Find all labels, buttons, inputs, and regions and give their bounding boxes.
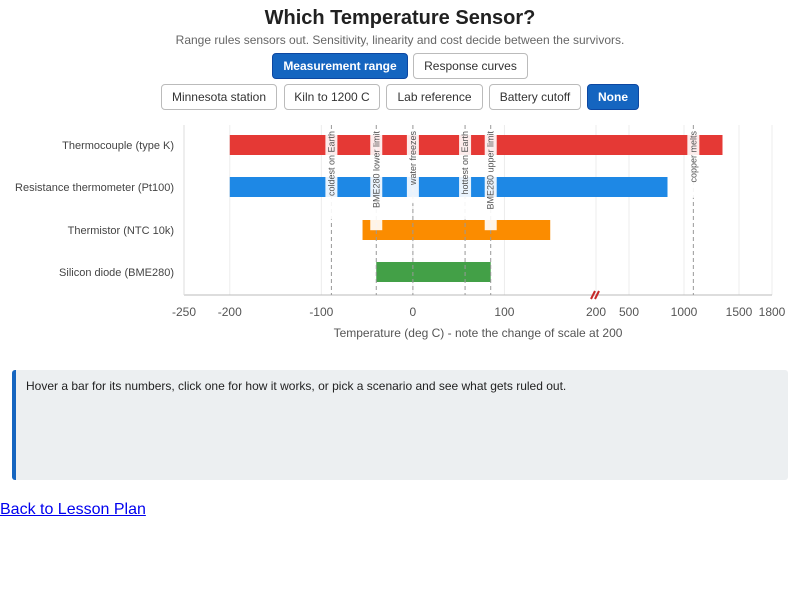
scenario-kiln-button[interactable]: Kiln to 1200 C	[284, 84, 380, 110]
x-tick-label: 1000	[671, 305, 698, 319]
reference-label: BME280 upper limit	[486, 131, 496, 210]
sensor-range-bar	[229, 177, 668, 197]
reference-label-bg	[370, 129, 383, 231]
x-tick-label: -250	[172, 305, 196, 319]
x-tick-label: 1800	[759, 305, 786, 319]
info-panel: Hover a bar for its numbers, click one f…	[12, 370, 788, 480]
x-tick-label: 200	[586, 305, 606, 319]
axis-break-mark	[590, 290, 596, 300]
reference-label: water freezes	[408, 131, 418, 187]
x-tick-label: 1500	[726, 305, 753, 319]
back-to-lesson-plan-link[interactable]: Back to Lesson Plan	[0, 501, 146, 518]
reference-label-bg	[325, 129, 338, 220]
reference-label-bg	[484, 129, 497, 231]
sensor-label: Silicon diode (BME280)	[59, 267, 174, 279]
sensor-range-bar	[376, 262, 491, 282]
sensor-range-bar	[362, 220, 551, 240]
reference-label: copper melts	[688, 131, 698, 183]
scenario-battery-cutoff-button[interactable]: Battery cutoff	[489, 84, 581, 110]
reference-label: BME280 lower limit	[371, 131, 381, 209]
sensor-label: Thermistor (NTC 10k)	[68, 225, 174, 237]
view-measurement-range-button[interactable]: Measurement range	[272, 53, 408, 79]
scenario-lab-reference-button[interactable]: Lab reference	[386, 84, 483, 110]
reference-label-bg	[459, 129, 472, 220]
sensor-label: Thermocouple (type K)	[62, 140, 174, 152]
x-tick-label: 500	[619, 305, 639, 319]
page-title: Which Temperature Sensor?	[264, 7, 536, 29]
x-tick-label: -200	[218, 305, 242, 319]
scenario-minnesota-station-button[interactable]: Minnesota station	[161, 84, 277, 110]
sensor-range-chart: -250 -200 -100 0 100 200 500 1000 1500 1800 Temper…	[15, 125, 786, 340]
x-tick-label: -100	[309, 305, 333, 319]
view-response-curves-button[interactable]: Response curves	[413, 53, 528, 79]
scenario-none-button[interactable]: None	[587, 84, 639, 110]
reference-label-bg	[406, 129, 419, 204]
x-axis-label: Temperature (deg C) - note the change of…	[334, 326, 623, 340]
sensor-range-bar	[229, 135, 723, 155]
reference-label: hottest on Earth	[460, 131, 470, 195]
x-tick-label: 100	[494, 305, 514, 319]
sensor-label: Resistance thermometer (Pt100)	[15, 182, 174, 194]
page-subtitle: Range rules sensors out. Sensitivity, li…	[175, 33, 625, 47]
reference-label-bg	[687, 129, 700, 198]
reference-label: coldest on Earth	[326, 131, 336, 196]
axis-break-mark	[594, 290, 600, 300]
x-tick-label: 0	[410, 305, 417, 319]
info-text: Hover a bar for its numbers, click one f…	[26, 379, 567, 393]
